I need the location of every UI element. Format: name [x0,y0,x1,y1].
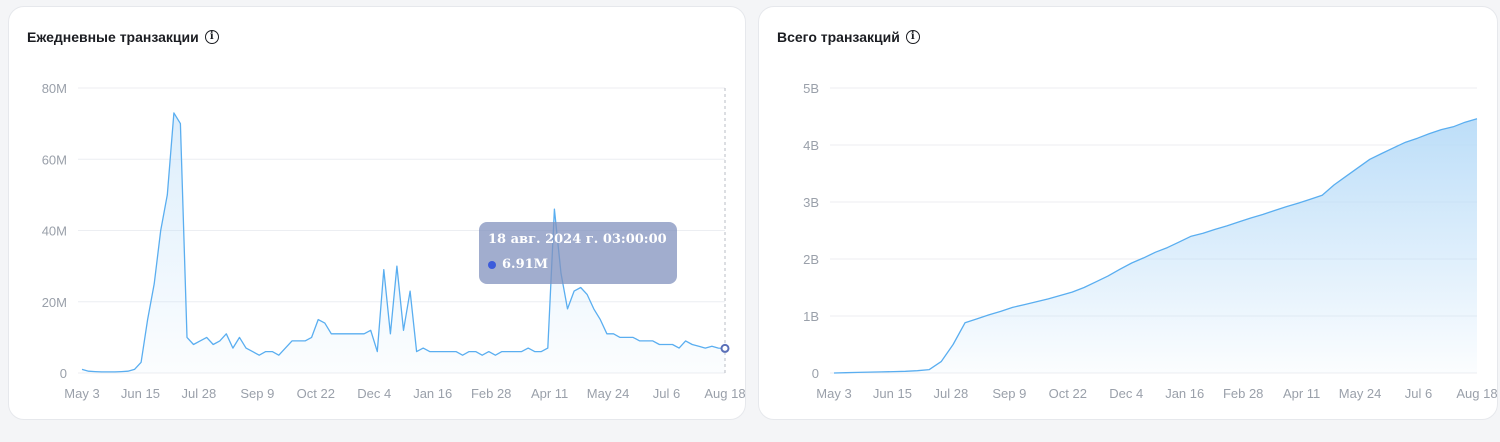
y-tick-label: 1B [803,309,819,324]
x-tick-label: Sep 9 [240,386,274,401]
x-tick-label: Jul 28 [934,386,969,401]
x-tick-label: Apr 11 [531,386,568,401]
info-icon[interactable]: i [204,30,219,44]
chart-tooltip: 18 авг. 2024 г. 03:00:00 6.91M [479,222,677,284]
x-tick-label: Jan 16 [1165,386,1204,401]
tooltip-date: 18 авг. 2024 г. 03:00:00 [488,232,667,247]
x-tick-label: Oct 22 [297,386,335,401]
total-transactions-title: Всего транзакций [777,29,900,45]
x-tick-label: Jul 6 [1405,386,1432,401]
tooltip-series-dot [488,260,496,269]
x-tick-label: May 24 [587,386,630,401]
hover-point [720,343,730,353]
x-tick-label: May 3 [64,386,99,401]
y-tick-label: 4B [803,138,819,153]
info-icon[interactable]: i [905,30,920,44]
x-tick-label: Jul 6 [653,386,680,401]
tooltip-value-row: 6.91M [488,257,668,272]
x-tick-label: May 3 [816,386,851,401]
x-tick-label: Feb 28 [1223,386,1263,401]
total-transactions-header: Всего транзакций i [777,29,920,45]
series-area [82,112,725,374]
x-tick-label: Oct 22 [1049,386,1087,401]
x-tick-label: Apr 11 [1283,386,1320,401]
x-tick-label: Jul 28 [182,386,217,401]
x-tick-label: Aug 18 [704,386,745,401]
daily-transactions-title: Ежедневные транзакции [27,29,199,45]
x-tick-label: Jan 16 [413,386,452,401]
x-tick-label: Dec 4 [357,386,391,401]
y-tick-label: 0 [60,366,67,381]
x-tick-label: Jun 15 [121,386,160,401]
x-tick-label: Feb 28 [471,386,511,401]
y-tick-label: 20M [42,295,67,310]
x-tick-label: Dec 4 [1109,386,1143,401]
y-tick-label: 3B [803,195,819,210]
y-tick-label: 2B [803,252,819,267]
x-tick-label: Sep 9 [992,386,1026,401]
series-area [834,118,1477,373]
y-tick-label: 5B [803,81,819,96]
tooltip-value: 6.91M [502,257,549,272]
series-line [833,118,1478,374]
daily-transactions-header: Ежедневные транзакции i [27,29,219,45]
y-tick-label: 40M [42,224,67,239]
series-line [81,112,726,373]
x-tick-label: Aug 18 [1456,386,1497,401]
y-tick-label: 80M [42,81,67,96]
x-tick-label: Jun 15 [873,386,912,401]
y-tick-label: 0 [812,366,819,381]
y-tick-label: 60M [42,152,67,167]
x-tick-label: May 24 [1339,386,1382,401]
